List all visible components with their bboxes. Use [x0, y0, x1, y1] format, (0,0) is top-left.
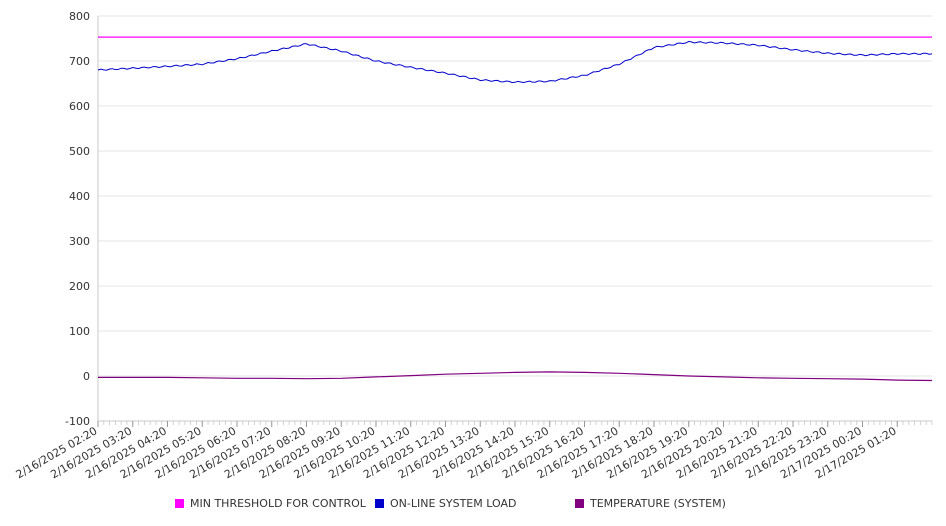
- legend-swatch-system-load: [375, 499, 384, 508]
- series-line-system-load: [97, 40, 933, 84]
- legend-label-system-load: ON-LINE SYSTEM LOAD: [390, 497, 517, 510]
- legend-item-system-load: ON-LINE SYSTEM LOAD: [375, 497, 516, 510]
- y-tick-label: 400: [69, 190, 90, 203]
- y-tick-label: 500: [69, 145, 90, 158]
- y-tick-label: 800: [69, 10, 90, 23]
- gridlines: [98, 15, 932, 422]
- legend-swatch-temperature: [575, 499, 584, 508]
- y-tick-label: 300: [69, 235, 90, 248]
- y-tick-label: 700: [69, 55, 90, 68]
- legend-item-temperature: TEMPERATURE (SYSTEM): [575, 497, 726, 510]
- y-axis-tick-labels: -100 0 100 200 300 400 500 600 700 800: [65, 10, 90, 428]
- axes: [97, 16, 933, 427]
- x-axis-tick-labels: 2/16/2025 02:202/16/2025 03:202/16/2025 …: [14, 424, 899, 481]
- y-tick-label: 600: [69, 100, 90, 113]
- legend-label-min-threshold: MIN THRESHOLD FOR CONTROL: [190, 497, 366, 510]
- y-tick-label: 0: [83, 370, 90, 383]
- series-lines: [97, 36, 933, 382]
- y-tick-label: 100: [69, 325, 90, 338]
- legend-swatch-min-threshold: [175, 499, 184, 508]
- series-line-temperature: [98, 371, 933, 382]
- y-tick-label: -100: [65, 415, 90, 428]
- legend-label-temperature: TEMPERATURE (SYSTEM): [590, 497, 726, 510]
- y-tick-label: 200: [69, 280, 90, 293]
- legend: MIN THRESHOLD FOR CONTROL ON-LINE SYSTEM…: [0, 497, 946, 515]
- legend-item-min-threshold: MIN THRESHOLD FOR CONTROL: [175, 497, 366, 510]
